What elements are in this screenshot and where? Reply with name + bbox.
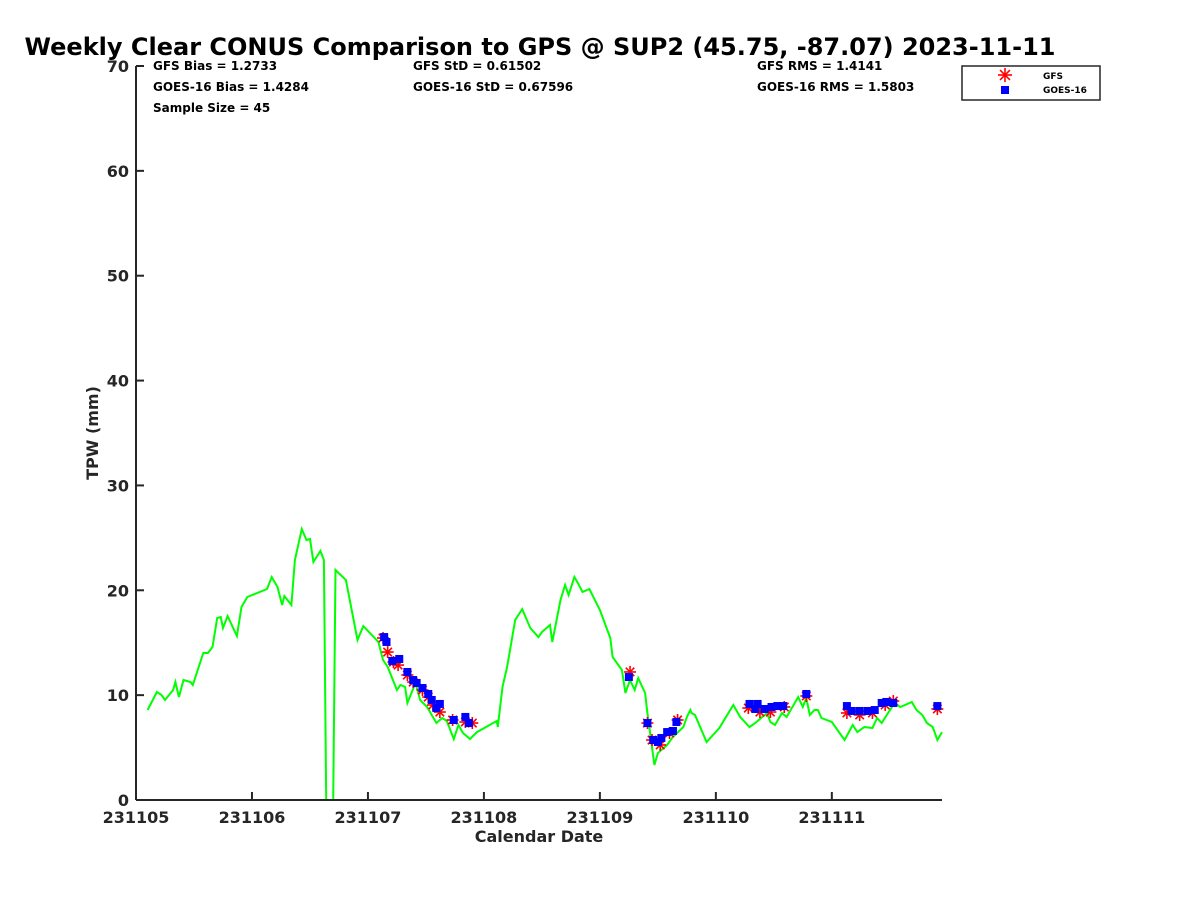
goes-point <box>842 702 851 711</box>
goes-point <box>779 702 788 711</box>
x-tick-label: 231105 <box>103 808 170 827</box>
y-tick-label: 70 <box>107 57 129 76</box>
x-tick-label: 231106 <box>219 808 286 827</box>
goes-point <box>767 702 776 711</box>
goes-point <box>863 706 872 715</box>
x-tick-label: 231110 <box>682 808 749 827</box>
goes-point <box>403 667 412 676</box>
goes-point <box>432 704 441 713</box>
y-tick-label: 0 <box>118 791 129 810</box>
goes-point <box>435 699 444 708</box>
stats-block: GFS Bias = 1.2733 GFS StD = 0.61502 GFS RM… <box>153 59 914 115</box>
chart-title: Weekly Clear CONUS Comparison to GPS @ S… <box>25 33 1056 61</box>
goes-point <box>388 656 397 665</box>
goes-point <box>855 706 864 715</box>
legend-label-goes: GOES-16 <box>1043 86 1087 96</box>
x-tick-label: 231108 <box>451 808 518 827</box>
goes-point <box>847 706 856 715</box>
goes-point <box>412 678 421 687</box>
goes-point <box>380 633 389 642</box>
goes-point <box>773 702 782 711</box>
x-tick-label: 231109 <box>566 808 633 827</box>
gfs-point-stroke <box>382 647 393 657</box>
plot-area <box>146 525 944 801</box>
goes-point <box>882 697 891 706</box>
goes-point <box>760 704 769 713</box>
goes-point <box>461 712 470 721</box>
goes-point <box>668 727 677 736</box>
goes-point <box>649 736 658 745</box>
y-tick-label: 60 <box>107 162 129 181</box>
x-tick-label: 231111 <box>798 808 865 827</box>
goes-point <box>870 706 879 715</box>
legend-goes-marker <box>1001 86 1009 94</box>
y-tick-label: 20 <box>107 581 129 600</box>
goes-point <box>889 699 898 708</box>
legend-box <box>961 65 1101 101</box>
goes-point <box>802 689 811 698</box>
goes-point <box>449 715 458 724</box>
stat-text: GOES-16 StD = 0.67596 <box>413 80 573 94</box>
goes-point <box>933 702 942 711</box>
y-tick-label: 10 <box>107 686 129 705</box>
goes-point <box>663 728 672 737</box>
goes-point <box>745 699 754 708</box>
x-axis-label: Calendar Date <box>475 827 604 846</box>
y-tick-label: 50 <box>107 267 129 286</box>
gps-series-line <box>146 525 943 801</box>
stat-text: GOES-16 Bias = 1.4284 <box>153 80 309 94</box>
goes-point <box>395 654 404 663</box>
goes-point <box>624 673 633 682</box>
goes-point <box>424 689 433 698</box>
y-tick-label: 30 <box>107 476 129 495</box>
stat-text: GOES-16 RMS = 1.5803 <box>757 80 914 94</box>
legend-gfs-asterisk <box>998 68 1012 82</box>
goes-point <box>657 734 666 743</box>
goes-point <box>672 717 681 726</box>
stat-text: Sample Size = 45 <box>153 101 270 115</box>
y-axis-label: TPW (mm) <box>83 386 102 480</box>
axes: 0 10 20 30 40 50 60 70 231105 231106 231107 231108 2… <box>103 57 942 827</box>
goes-point <box>418 684 427 693</box>
stat-text: GFS Bias = 1.2733 <box>153 59 277 73</box>
goes-point <box>464 719 473 728</box>
y-tick-label: 40 <box>107 372 129 391</box>
goes-point <box>427 695 436 704</box>
legend-gfs-asterisk-stroke <box>999 69 1011 81</box>
goes-point <box>382 637 391 646</box>
legend-label-gfs: GFS <box>1043 72 1063 82</box>
goes-point <box>643 719 652 728</box>
stat-text: GFS StD = 0.61502 <box>413 59 541 73</box>
stat-text: GFS RMS = 1.4141 <box>757 59 882 73</box>
goes-point <box>751 704 760 713</box>
x-tick-label: 231107 <box>335 808 402 827</box>
legend: GFS GOES-16 <box>961 65 1101 101</box>
goes-point <box>753 699 762 708</box>
legend-gfs-marker <box>998 68 1012 82</box>
gfs-point <box>381 646 394 659</box>
goes-point <box>877 699 886 708</box>
